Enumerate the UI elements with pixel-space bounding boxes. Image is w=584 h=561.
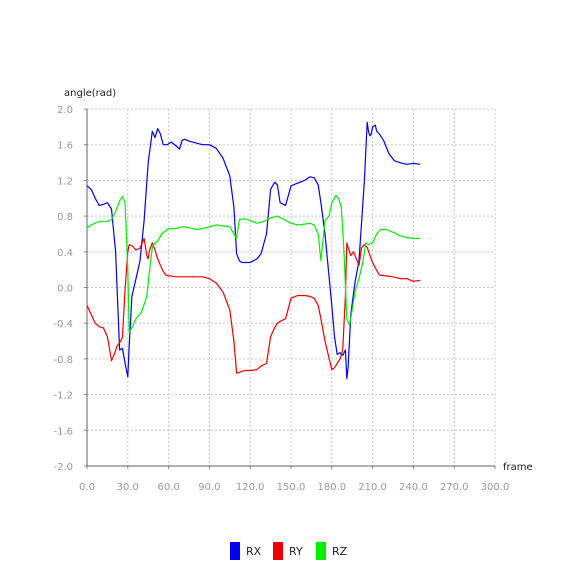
axes bbox=[84, 108, 496, 469]
legend-label-rx: RX bbox=[246, 545, 262, 558]
series-line-rz bbox=[86, 195, 421, 333]
x-tick-label: 150.0 bbox=[277, 482, 306, 493]
x-tick-label: 210.0 bbox=[358, 482, 387, 493]
y-tick-label: 2.0 bbox=[57, 105, 73, 116]
series-line-ry bbox=[86, 237, 421, 374]
x-tick-label: 240.0 bbox=[399, 482, 428, 493]
y-tick-label: 0.8 bbox=[57, 212, 73, 223]
x-tick-label: 30.0 bbox=[117, 482, 139, 493]
x-tick-label: 60.0 bbox=[157, 482, 179, 493]
y-tick-label: -2.0 bbox=[53, 462, 73, 473]
legend: RX RY RZ bbox=[0, 542, 584, 560]
series-lines bbox=[86, 121, 421, 380]
legend-label-ry: RY bbox=[289, 545, 303, 558]
y-tick-label: 0.0 bbox=[57, 284, 73, 295]
y-tick-label: -0.4 bbox=[53, 319, 73, 330]
x-tick-label: 270.0 bbox=[440, 482, 469, 493]
legend-label-rz: RZ bbox=[332, 545, 348, 558]
x-tick-label: 0.0 bbox=[79, 482, 95, 493]
y-tick-label: 1.6 bbox=[57, 141, 73, 152]
x-axis-label: frame bbox=[503, 462, 533, 473]
y-tick-label: -0.8 bbox=[53, 355, 73, 366]
x-tick-label: 300.0 bbox=[481, 482, 510, 493]
legend-swatch-rz bbox=[316, 542, 326, 560]
legend-swatch-rx bbox=[230, 542, 240, 560]
grid-lines bbox=[87, 108, 496, 466]
x-tick-label: 90.0 bbox=[198, 482, 220, 493]
tick-labels: 0.0 30.0 60.0 90.0 120.0 150.0 180.0 210.0 240.0… bbox=[53, 105, 509, 493]
legend-swatch-ry bbox=[273, 542, 283, 560]
y-tick-label: 0.4 bbox=[57, 248, 73, 259]
y-axis-label: angle(rad) bbox=[64, 88, 116, 99]
y-tick-label: -1.2 bbox=[53, 391, 73, 402]
y-tick-label: -1.6 bbox=[53, 426, 73, 437]
x-tick-label: 120.0 bbox=[236, 482, 265, 493]
x-tick-label: 180.0 bbox=[317, 482, 346, 493]
y-tick-label: 1.2 bbox=[57, 176, 73, 187]
series-line-rx bbox=[86, 121, 421, 380]
